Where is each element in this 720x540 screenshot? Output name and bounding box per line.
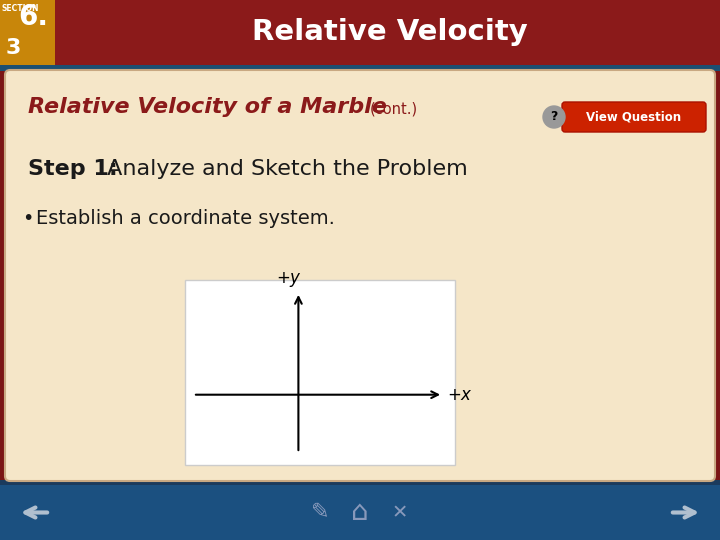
Text: ?: ? <box>550 111 558 124</box>
Text: •: • <box>22 210 33 228</box>
Text: Step 1:: Step 1: <box>28 159 118 179</box>
Text: 3: 3 <box>6 38 22 58</box>
Text: ✕: ✕ <box>392 503 408 522</box>
FancyBboxPatch shape <box>562 102 706 132</box>
FancyBboxPatch shape <box>0 65 720 71</box>
Text: $+y$: $+y$ <box>276 270 302 289</box>
FancyBboxPatch shape <box>0 0 55 65</box>
Text: $+x$: $+x$ <box>447 386 473 404</box>
FancyBboxPatch shape <box>5 70 715 481</box>
FancyBboxPatch shape <box>185 280 455 465</box>
Text: Establish a coordinate system.: Establish a coordinate system. <box>36 210 335 228</box>
Text: ✎: ✎ <box>311 503 329 523</box>
Text: ⌂: ⌂ <box>351 498 369 526</box>
Text: 6.: 6. <box>18 3 48 31</box>
Text: Relative Velocity: Relative Velocity <box>252 18 528 46</box>
Circle shape <box>543 106 565 128</box>
FancyBboxPatch shape <box>0 480 720 485</box>
FancyBboxPatch shape <box>0 0 720 65</box>
Text: Analyze and Sketch the Problem: Analyze and Sketch the Problem <box>100 159 468 179</box>
Text: (cont.): (cont.) <box>370 102 418 117</box>
Text: Relative Velocity of a Marble: Relative Velocity of a Marble <box>28 97 387 117</box>
Text: View Question: View Question <box>586 111 682 124</box>
FancyBboxPatch shape <box>0 485 720 540</box>
Text: SECTION: SECTION <box>2 4 40 13</box>
